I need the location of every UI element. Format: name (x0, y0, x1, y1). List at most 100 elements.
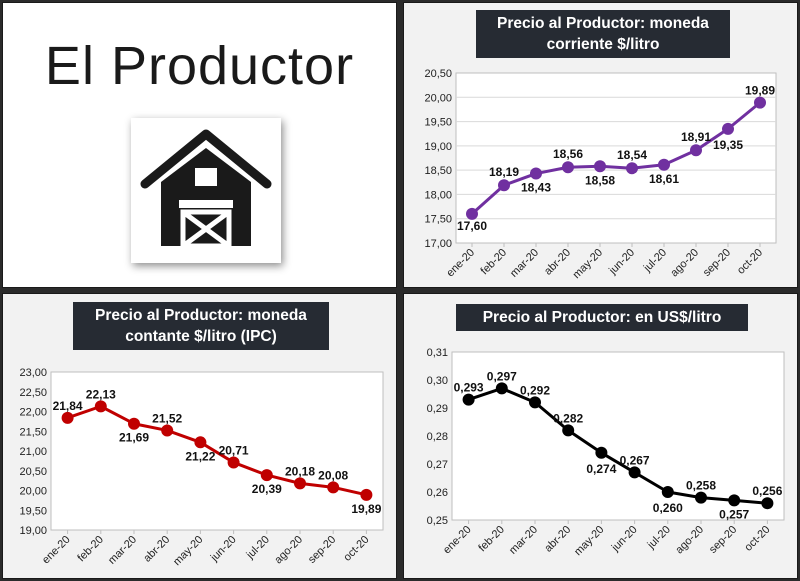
data-label: 22,13 (86, 387, 116, 401)
data-point (529, 396, 541, 409)
data-label: 0,292 (520, 383, 550, 397)
chart-panel-usd: Precio al Productor: en US$/litro 0,25 0,… (403, 293, 798, 579)
x-tick-label: jun-20 (208, 534, 239, 565)
data-point (628, 466, 641, 479)
data-point (594, 160, 606, 173)
x-tick-label: may-20 (571, 247, 605, 281)
data-label: 18,56 (553, 147, 583, 161)
x-tick-label: sep-20 (306, 534, 338, 566)
series-line (468, 386, 768, 505)
x-tick-label: abr-20 (542, 524, 573, 555)
data-label: 0,260 (653, 501, 683, 515)
data-point (498, 179, 510, 192)
data-label: 19,35 (713, 138, 743, 152)
y-tick-label: 17,00 (424, 238, 452, 250)
y-tick-label: 0,29 (427, 403, 448, 415)
data-point (462, 393, 475, 406)
data-point (661, 486, 674, 498)
data-label: 0,258 (686, 479, 716, 493)
x-tick-label: abr-20 (141, 534, 172, 565)
data-label: 18,54 (617, 148, 647, 162)
y-tick-label: 0,28 (427, 431, 448, 443)
data-point (754, 96, 766, 109)
data-point (728, 494, 741, 507)
x-tick-label: ene-20 (40, 534, 73, 567)
x-tick-label: oct-20 (735, 247, 765, 277)
y-tick-label: 0,27 (427, 459, 448, 471)
plot-area (455, 72, 777, 244)
data-label: 0,256 (752, 484, 782, 498)
data-label: 18,19 (489, 165, 519, 179)
chart-contante: 19,00 19,50 20,00 20,50 21,00 21,50 22,00 22,50… (19, 367, 384, 568)
data-point (722, 122, 734, 135)
x-tick-label: mar-20 (507, 524, 540, 557)
data-label: 21,84 (53, 399, 83, 413)
chart-corriente: 17,00 17,50 18,00 18,50 19,00 19,50 20,00 20,50… (424, 68, 777, 281)
y-tick-label: 19,00 (19, 525, 47, 537)
x-tick-label: jun-20 (606, 247, 637, 278)
data-point (61, 411, 74, 424)
x-tick-label: feb-20 (75, 534, 106, 565)
data-point (595, 446, 608, 459)
series-line (67, 404, 367, 497)
data-point (227, 456, 240, 469)
chart-panel-contante: Precio al Productor: moneda contante $/li… (2, 293, 397, 579)
data-label: 21,52 (152, 411, 182, 425)
x-tick-label: oct-20 (742, 524, 772, 554)
y-tick-label: 0,26 (427, 487, 448, 499)
x-tick-label: jun-20 (609, 524, 640, 555)
y-tick-label: 22,50 (19, 387, 47, 399)
data-point (260, 469, 273, 482)
x-tick-label: mar-20 (508, 247, 541, 280)
data-point (128, 417, 140, 430)
data-point (294, 477, 306, 490)
data-label: 20,71 (219, 443, 249, 457)
data-label: 20,39 (252, 482, 282, 496)
logo-panel: El Productor (2, 2, 397, 288)
data-point (761, 497, 774, 510)
y-tick-label: 19,50 (424, 117, 452, 129)
data-label: 20,08 (318, 468, 348, 482)
x-tick-label: ago-20 (668, 247, 701, 280)
y-tick-label: 19,00 (424, 141, 452, 153)
data-label: 17,60 (457, 219, 487, 233)
data-point (161, 424, 174, 437)
data-label: 18,61 (649, 172, 679, 186)
data-point (194, 436, 207, 449)
x-tick-label: oct-20 (341, 534, 371, 564)
x-tick-label: ene-20 (441, 524, 474, 557)
y-tick-label: 19,50 (19, 505, 47, 517)
y-tick-label: 22,00 (19, 407, 47, 419)
data-label: 18,91 (681, 130, 711, 144)
data-point (695, 491, 707, 504)
x-tick-label: jul-20 (641, 247, 669, 275)
x-tick-label: may-20 (171, 534, 205, 568)
brand-title: El Productor (44, 36, 355, 96)
x-tick-label: abr-20 (542, 247, 573, 278)
barn-icon (131, 118, 281, 263)
data-point (690, 144, 702, 157)
x-tick-label: feb-20 (479, 247, 510, 278)
x-tick-label: jul-20 (645, 524, 673, 552)
data-point (562, 161, 574, 174)
chart-title: Precio al Productor: moneda corriente $/l… (476, 10, 730, 58)
y-tick-label: 18,50 (424, 165, 452, 177)
data-point (495, 382, 508, 395)
data-label: 0,257 (719, 507, 749, 521)
x-tick-label: ago-20 (673, 524, 706, 557)
data-label: 0,297 (487, 369, 517, 383)
data-label: 18,43 (521, 181, 551, 195)
y-tick-label: 18,00 (424, 189, 452, 201)
data-point (530, 167, 542, 180)
x-tick-label: feb-20 (476, 524, 507, 555)
chart-title: Precio al Productor: moneda contante $/li… (73, 302, 329, 350)
y-tick-label: 23,00 (19, 367, 47, 379)
data-point (658, 158, 670, 171)
data-label: 0,274 (586, 462, 616, 476)
y-tick-label: 20,00 (19, 486, 47, 498)
plot-area (451, 351, 785, 521)
data-label: 21,69 (119, 431, 149, 445)
y-tick-label: 0,30 (427, 375, 448, 387)
data-label: 0,293 (454, 381, 484, 395)
data-point (94, 400, 107, 413)
